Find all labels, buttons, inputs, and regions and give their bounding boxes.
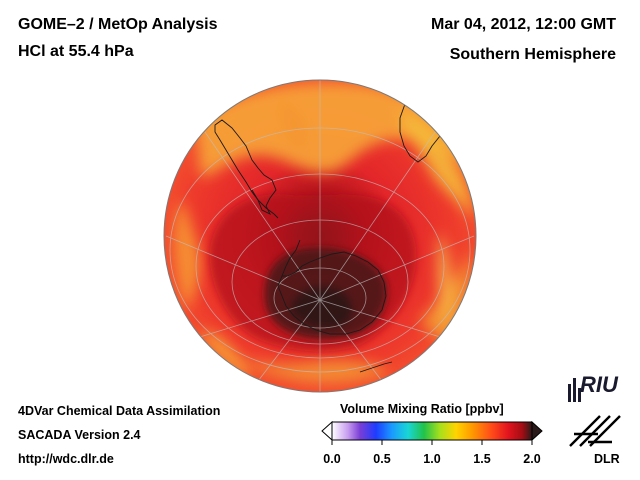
colorbar-tick-label: 2.0 [523, 452, 541, 466]
dlr-logo: DLR [594, 452, 620, 466]
colorbar-tick-label: 0.5 [373, 452, 391, 466]
antarctic-peninsula [281, 239, 301, 277]
footer-method: 4DVar Chemical Data Assimilation [18, 404, 221, 418]
dlr-logo-icon [569, 415, 621, 447]
colorbar-title: Volume Mixing Ratio [ppbv] [340, 402, 504, 416]
colorbar-tick-label: 1.0 [423, 452, 441, 466]
south-america-coast [214, 119, 277, 216]
product-title: GOME–2 / MetOp Analysis [18, 16, 218, 33]
footer-url[interactable]: http://wdc.dlr.de [18, 452, 114, 466]
colorbar-tick-label: 0.0 [323, 452, 341, 466]
date-time-title: Mar 04, 2012, 12:00 GMT [431, 16, 616, 33]
riu-logo-icon [568, 378, 581, 402]
patagonia-coast [251, 189, 279, 219]
colorbar-tick-label: 1.5 [473, 452, 491, 466]
australia-coast [359, 361, 393, 373]
species-level-title: HCl at 55.4 hPa [18, 43, 134, 60]
colorbar-ramp [331, 421, 533, 441]
riu-logo: RIU [580, 372, 618, 397]
graticule [165, 80, 475, 392]
colorbar-ticks [331, 440, 533, 445]
globe-outline [163, 79, 477, 393]
hemisphere-title: Southern Hemisphere [449, 46, 616, 63]
colorbar [321, 420, 543, 445]
footer-version: SACADA Version 2.4 [18, 428, 141, 442]
antarctica-coast [277, 251, 387, 335]
colorbar-min-arrow [321, 420, 333, 442]
colorbar-max-arrow [531, 420, 543, 442]
